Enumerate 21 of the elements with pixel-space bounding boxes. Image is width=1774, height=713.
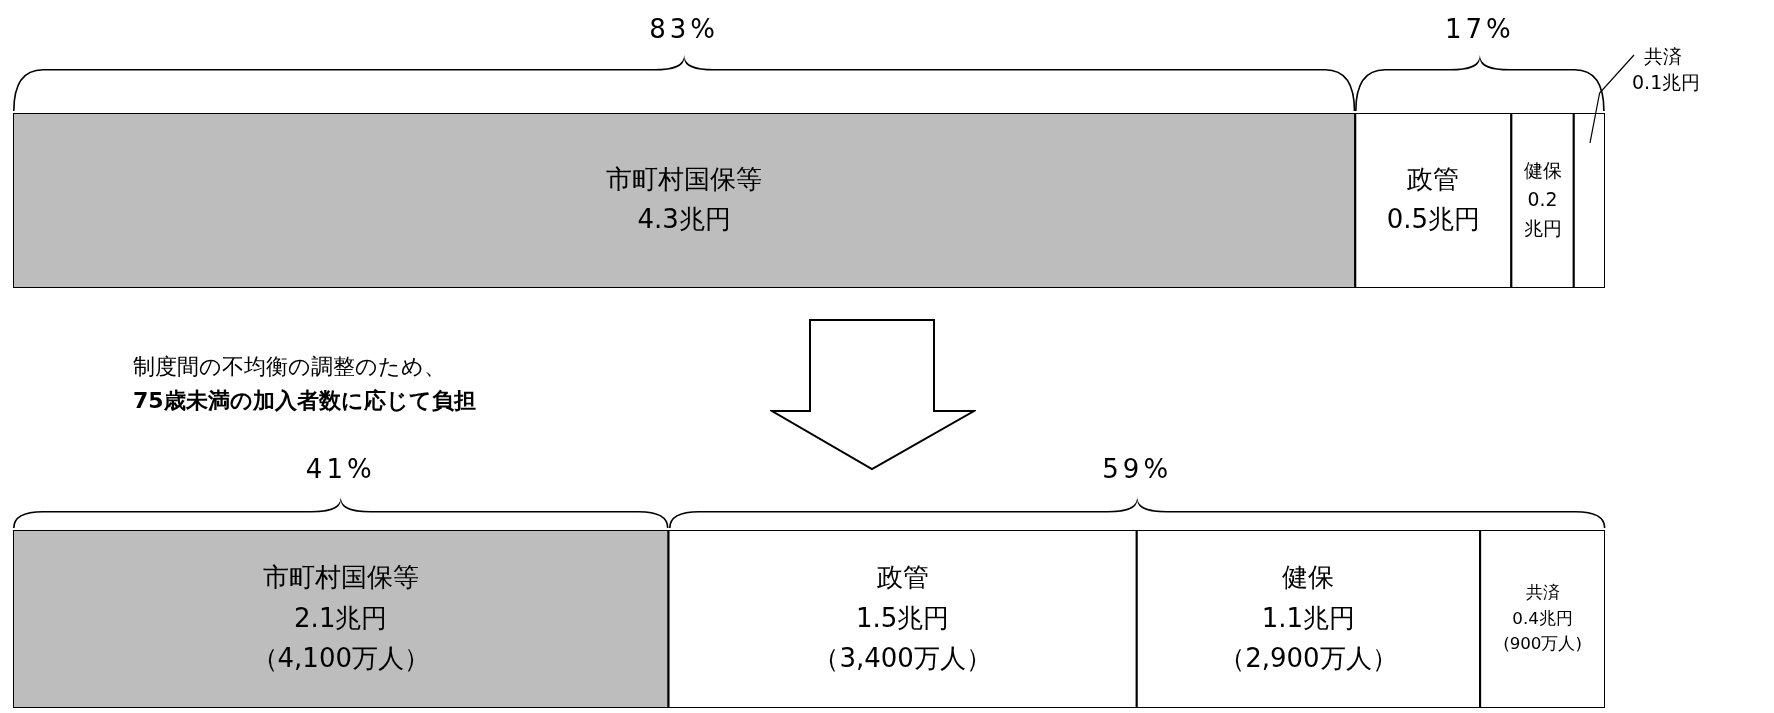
text: 59% [1101,454,1172,484]
series-label: 健保 [1523,159,1562,181]
data-label: 1.1兆円（2,900万人） [1219,602,1398,673]
text: 共済 [1643,45,1682,67]
series-label: 市町村国保等 [262,562,419,593]
data-label: 4.3兆円 [637,204,731,235]
series-label: 市町村国保等 [606,163,763,194]
series-label: 政管 [1407,163,1460,194]
text: 83% [649,14,720,44]
data-label: 0.4兆円(900万人) [1503,608,1583,654]
data-label: 0.1兆円 [1631,71,1700,93]
text: 41% [305,454,376,484]
text: 制度間の不均衡の調整のため、 75歳未満の加入者数に応じて負担 [133,353,476,415]
data-label: 0.5兆円 [1386,204,1480,235]
series-label: 政管 [876,562,929,593]
data-label: 2.1兆円（4,100万人） [251,602,430,673]
text: 17% [1445,14,1516,44]
series-label: 共済 [1525,582,1560,602]
data-label: 1.5兆円（3,400万人） [813,602,992,673]
data-label: 0.2兆円 [1523,189,1562,240]
series-label: 健保 [1282,562,1335,593]
